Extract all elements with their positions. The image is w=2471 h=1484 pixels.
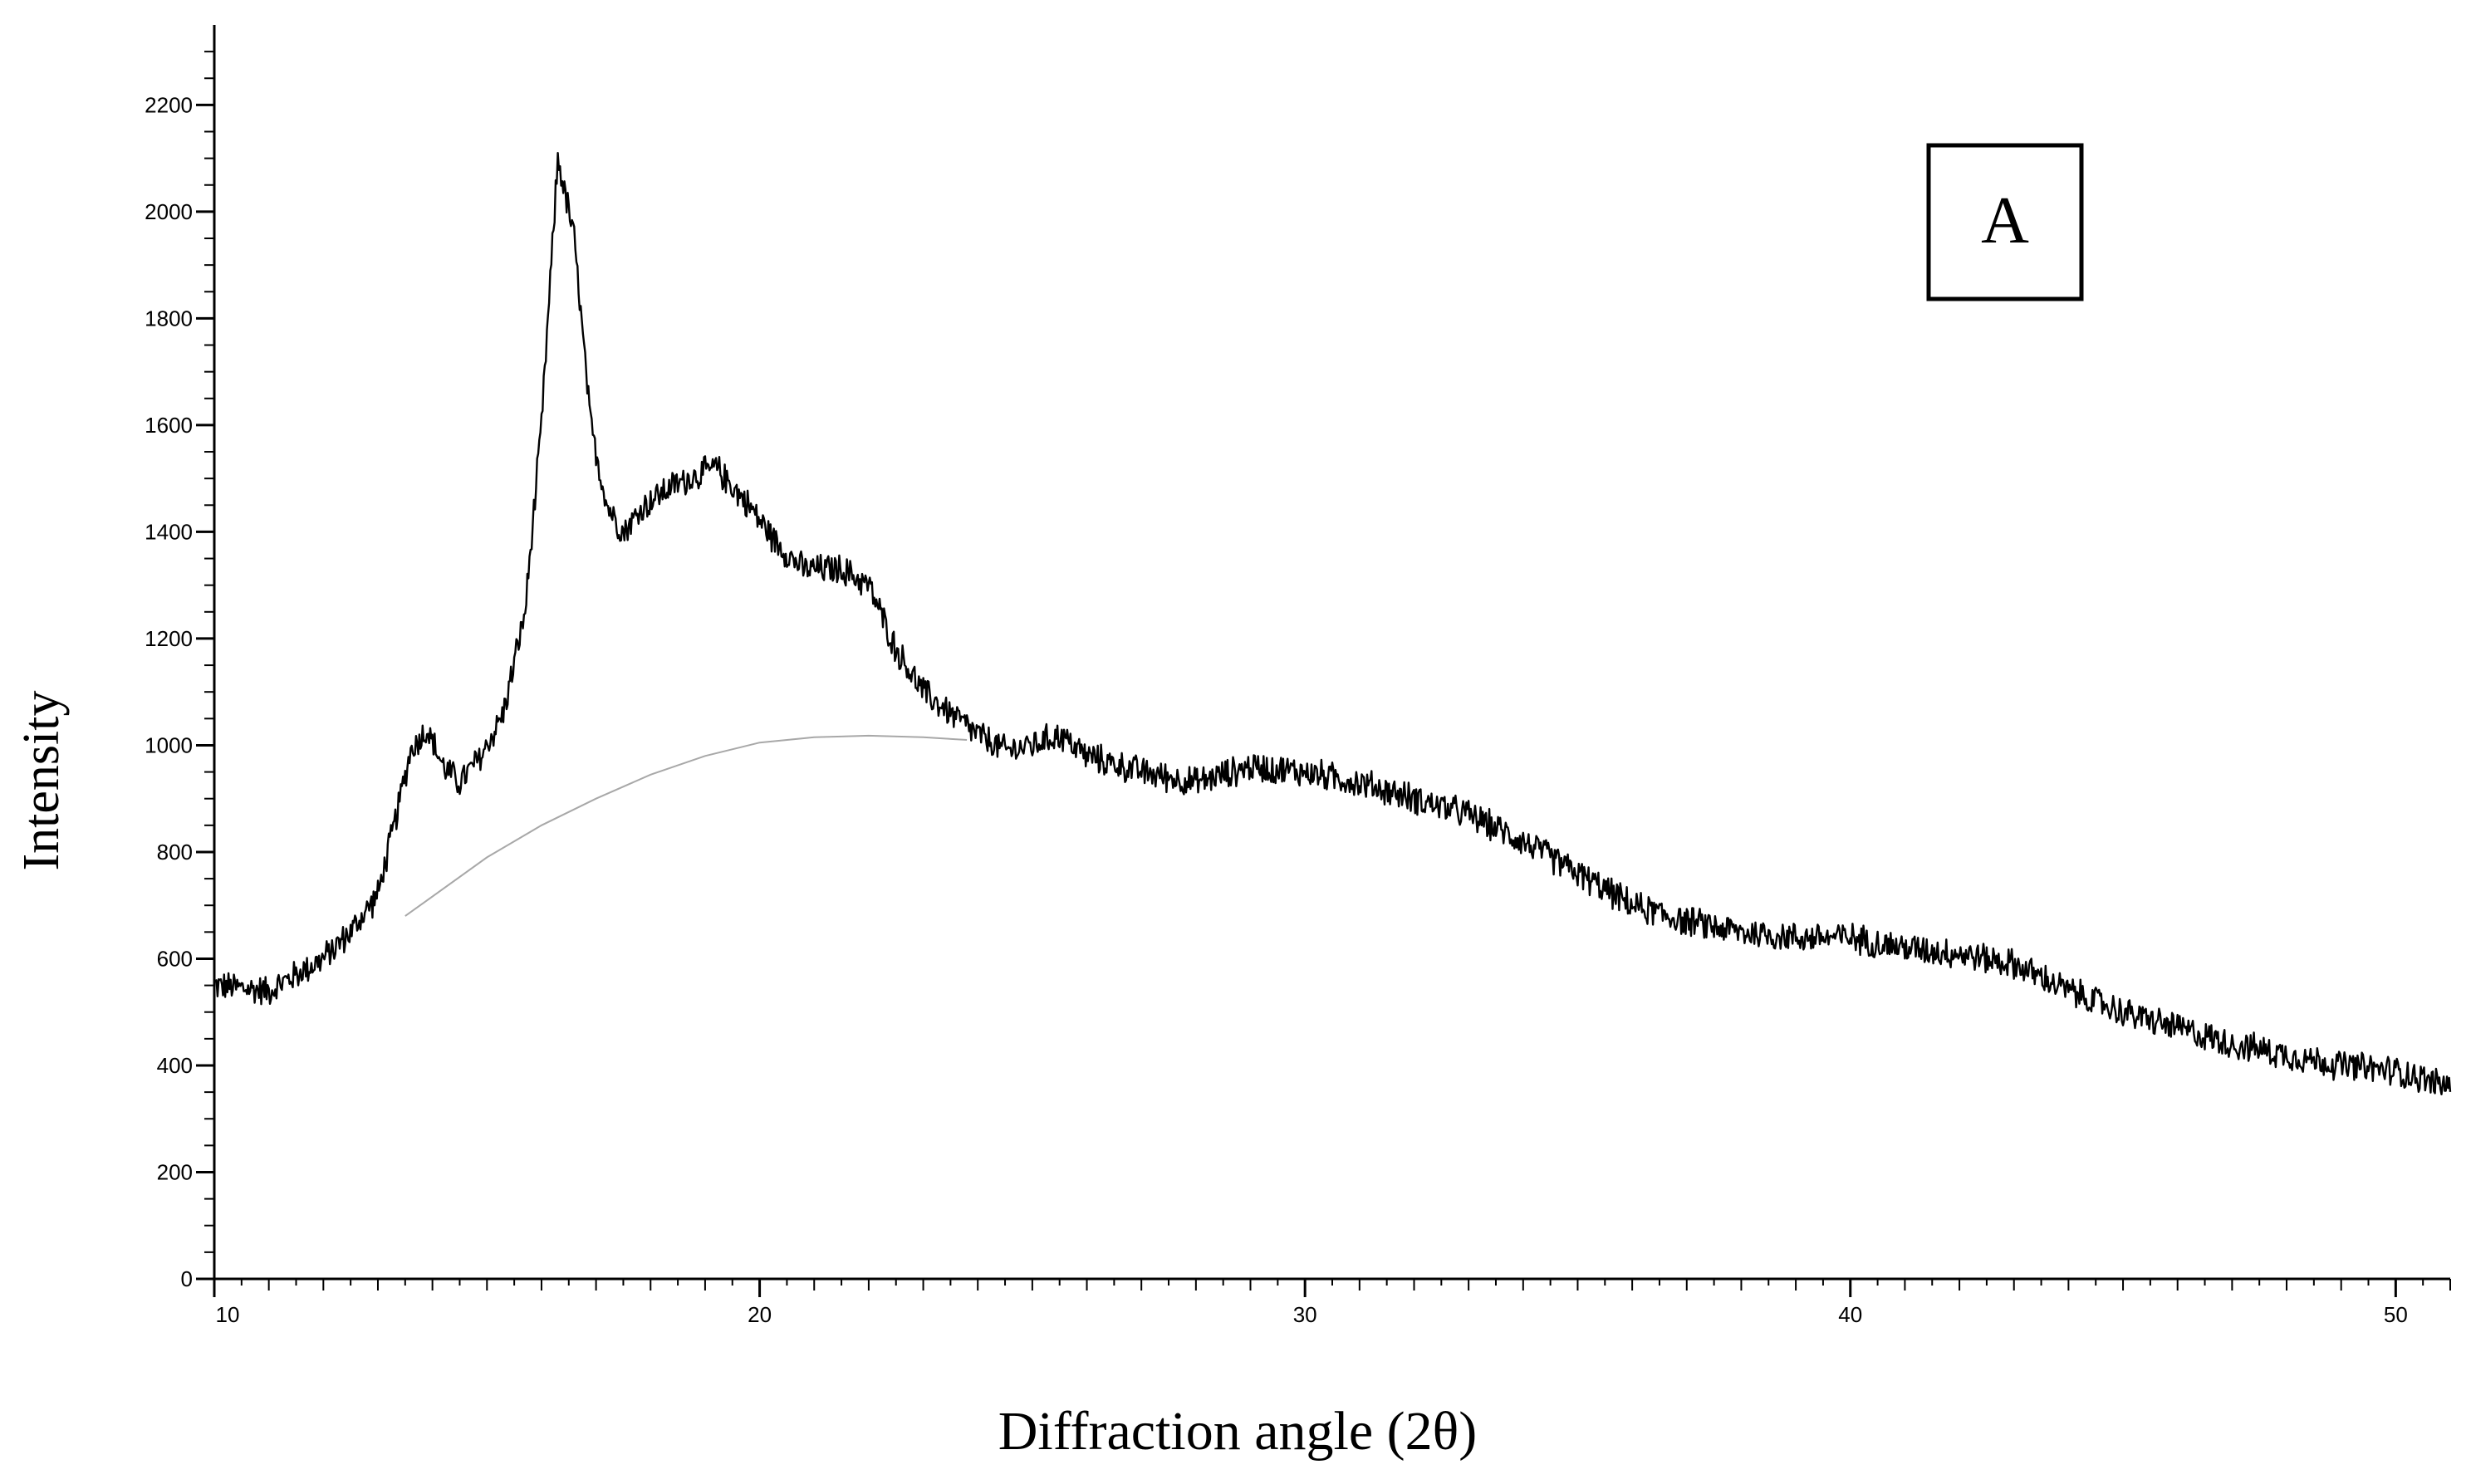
diffraction-series-line — [213, 152, 2452, 1095]
x-tick-label: 10 — [216, 1302, 240, 1327]
panel-label: A — [1981, 184, 2029, 257]
y-tick-label: 400 — [157, 1053, 193, 1078]
x-tick-label: 20 — [748, 1302, 772, 1327]
y-tick-label: 1600 — [145, 413, 193, 438]
y-tick-label: 1400 — [145, 519, 193, 544]
x-tick-label: 50 — [2384, 1302, 2408, 1327]
y-tick-label: 2000 — [145, 199, 193, 224]
panel-label-box — [1926, 143, 2084, 301]
x-axis-title: Diffraction angle (2θ) — [998, 1401, 1478, 1462]
y-tick-label: 1200 — [145, 626, 193, 651]
y-tick-label: 200 — [157, 1159, 193, 1184]
y-axis-title: Intensity — [13, 691, 70, 871]
series-layer — [213, 152, 2452, 1095]
y-tick-label: 1000 — [145, 732, 193, 757]
y-tick-label: 800 — [157, 840, 193, 864]
baseline-series-line — [404, 734, 968, 917]
y-tick-label: 1800 — [145, 306, 193, 331]
y-tick-label: 600 — [157, 946, 193, 971]
y-tick-label: 2200 — [145, 92, 193, 117]
x-tick-label: 40 — [1838, 1302, 1862, 1327]
x-tick-label: 30 — [1293, 1302, 1317, 1327]
x-axis: 10 20 30 40 50 — [213, 1277, 2451, 1327]
y-tick-label: 0 — [181, 1266, 193, 1291]
y-axis: 0 200 400 600 800 1000 1200 1400 1600 1800 2000 220… — [145, 25, 216, 1291]
